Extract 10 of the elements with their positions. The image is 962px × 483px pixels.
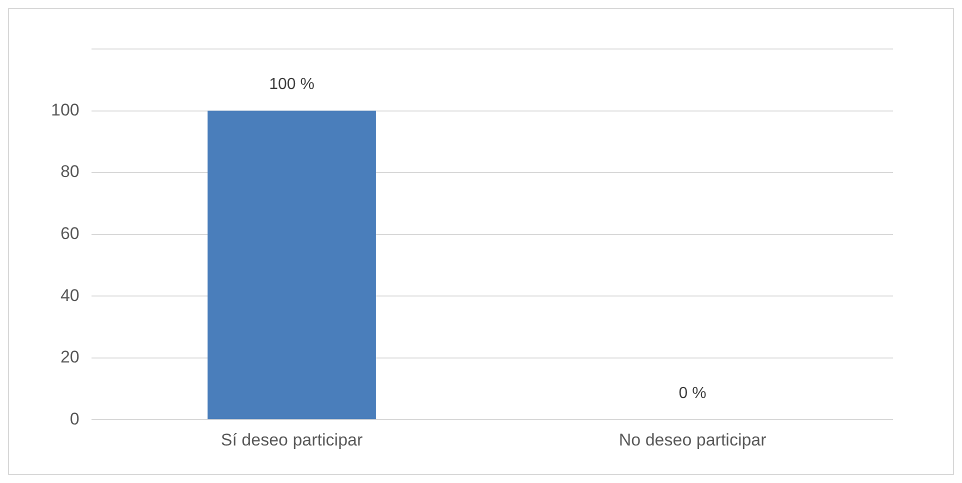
y-tick-label: 60 xyxy=(60,224,80,243)
y-tick-label: 80 xyxy=(60,162,80,182)
y-tick-label: 100 xyxy=(50,100,80,120)
x-tick-label: No deseo participar xyxy=(618,430,767,450)
data-label: 0 % xyxy=(678,385,706,402)
y-tick-label: 0 xyxy=(70,409,80,428)
data-label: 100 % xyxy=(269,76,314,94)
y-tick-label: 20 xyxy=(60,348,80,367)
y-tick-label: 40 xyxy=(60,286,80,305)
x-tick-label: Sí deseo participar xyxy=(220,430,363,450)
